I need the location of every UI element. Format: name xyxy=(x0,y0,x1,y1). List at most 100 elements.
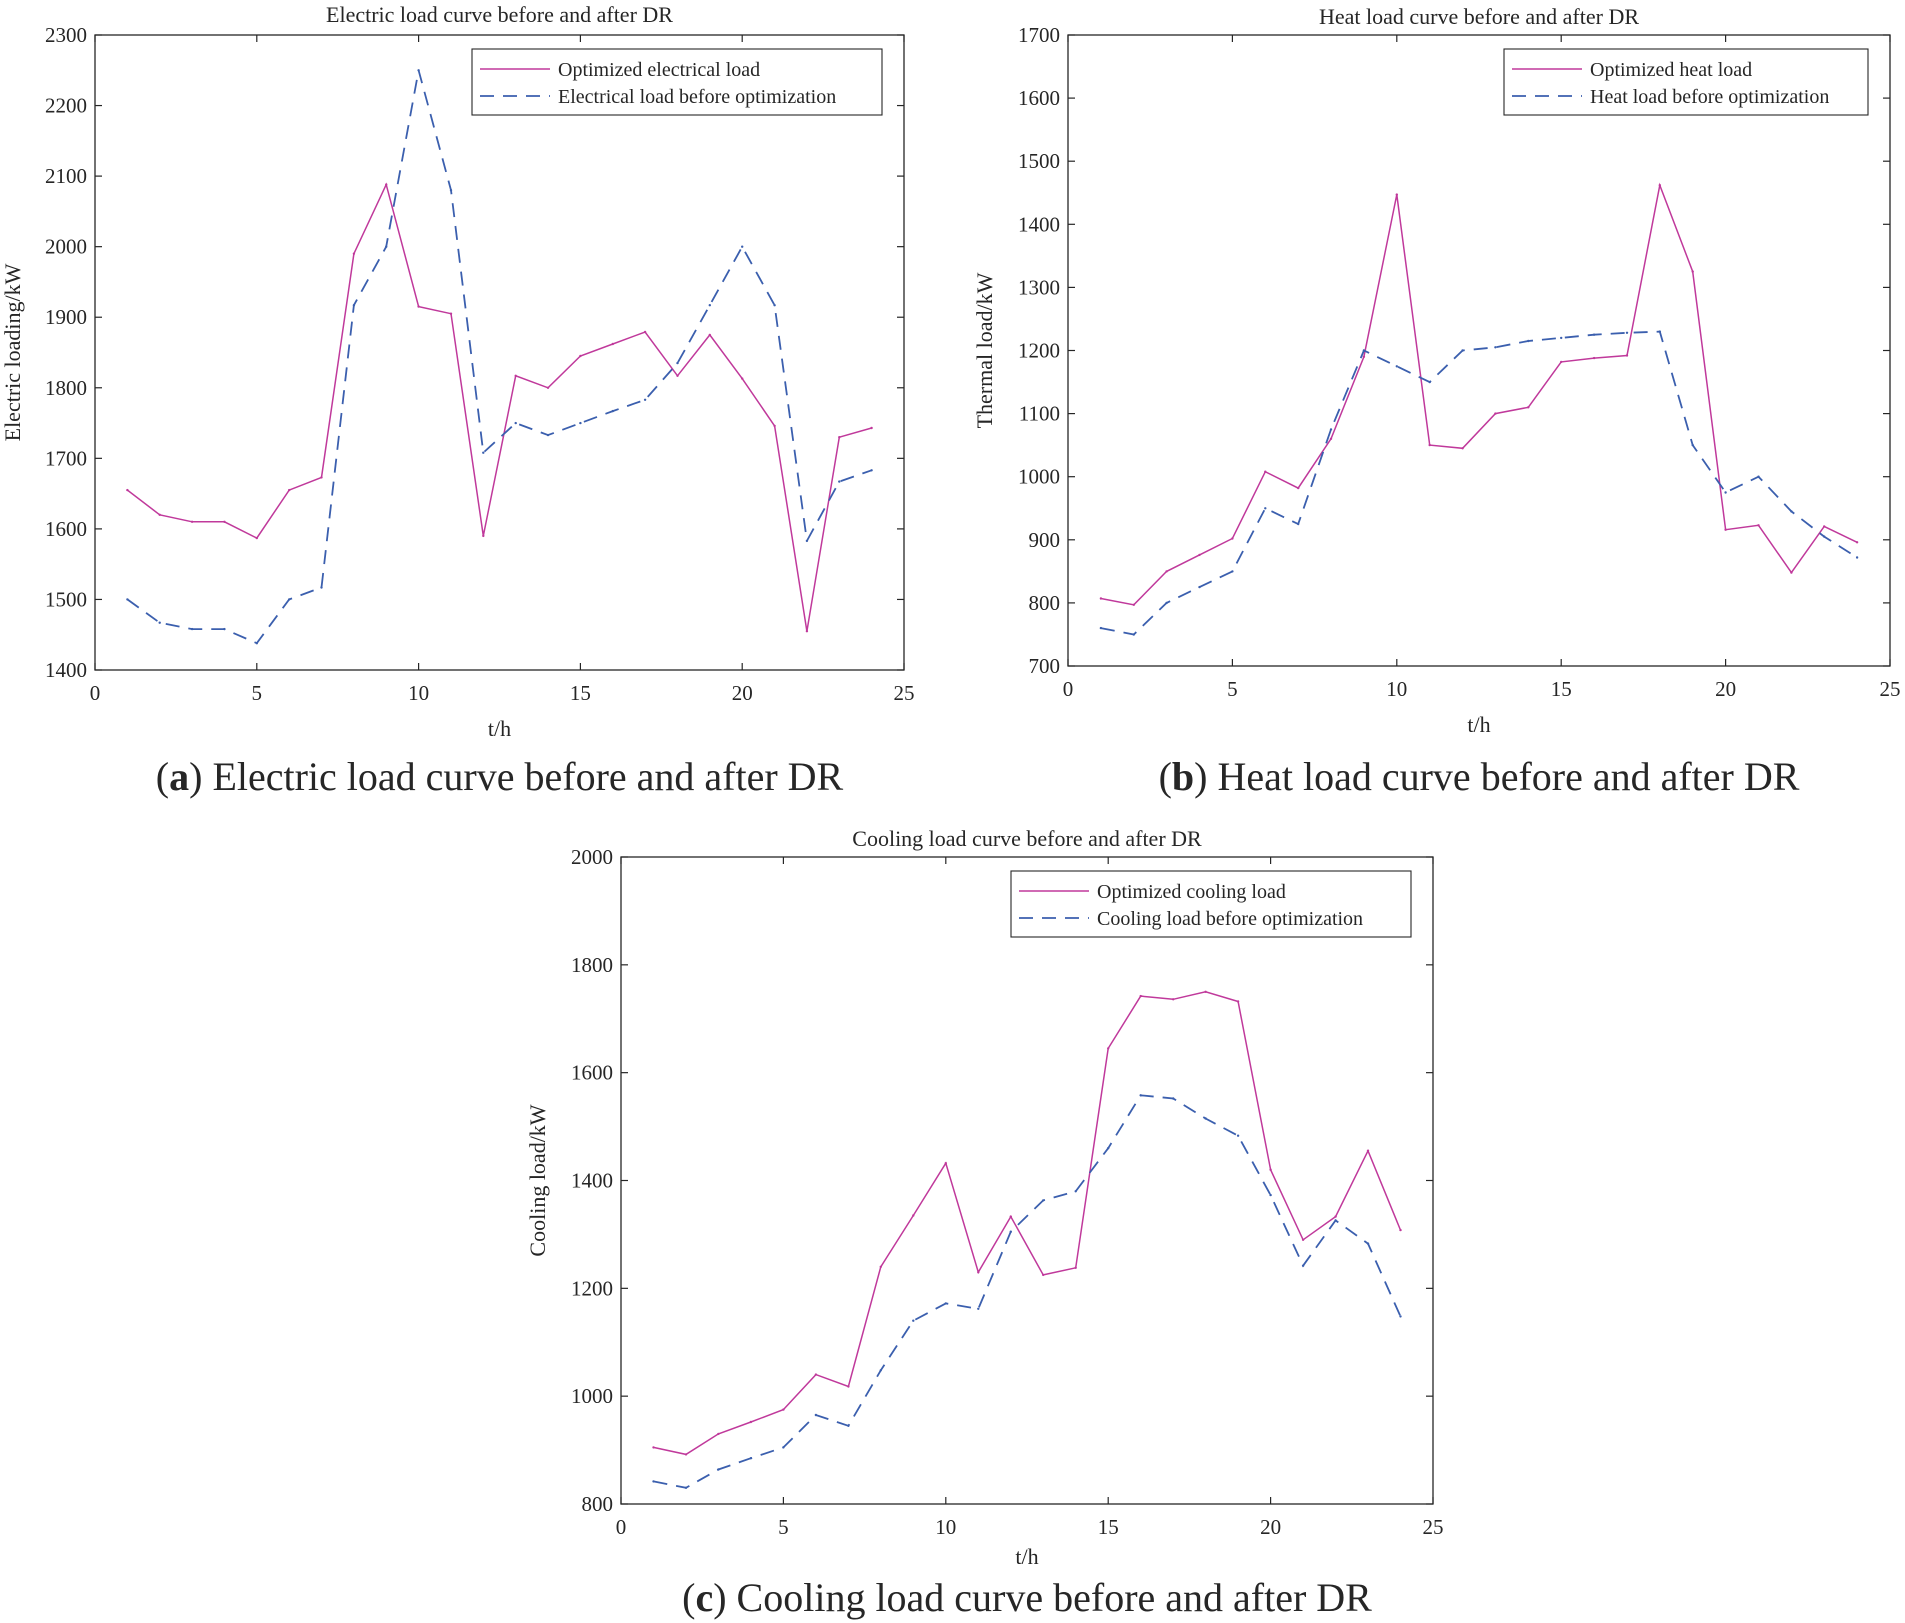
data-point xyxy=(847,1424,850,1428)
data-point xyxy=(482,451,485,454)
data-point xyxy=(717,1432,720,1436)
data-point xyxy=(847,1385,850,1388)
legend-box xyxy=(1010,870,1412,938)
data-point xyxy=(1269,1168,1272,1171)
data-point xyxy=(749,1420,753,1424)
data-point xyxy=(1823,525,1826,528)
chart-title: Electric load curve before and after DR xyxy=(326,2,673,27)
legend-label: Optimized electrical load xyxy=(558,59,760,81)
data-point xyxy=(1009,1215,1012,1218)
y-tick-label: 900 xyxy=(1029,528,1061,552)
data-point xyxy=(579,421,582,425)
data-point xyxy=(977,1271,980,1274)
data-point xyxy=(1297,486,1300,490)
data-point xyxy=(684,1486,688,1490)
data-point xyxy=(749,1457,753,1460)
cooling-load-chart: Cooling load curve before and after DR 0 5… xyxy=(525,826,1444,1620)
x-tick-label: 20 xyxy=(1715,677,1736,701)
y-axis-label: Thermal load/kW xyxy=(972,272,997,428)
y-tick-label: 1400 xyxy=(571,1169,613,1193)
data-point xyxy=(611,409,614,413)
data-point xyxy=(1658,330,1662,333)
figure-caption: (a) Electric load curve before and after… xyxy=(156,754,844,799)
y-tick-label: 1400 xyxy=(1018,212,1060,236)
data-point xyxy=(449,189,453,192)
y-tick-label: 2000 xyxy=(45,235,87,259)
caption-text: Cooling load curve before and after DR xyxy=(727,1575,1373,1620)
data-point xyxy=(546,386,550,389)
data-point xyxy=(1724,528,1727,531)
y-tick-label: 1000 xyxy=(1018,465,1060,489)
legend-label: Optimized heat load xyxy=(1590,59,1752,81)
y-tick-label: 1600 xyxy=(1018,86,1060,110)
data-point xyxy=(1691,443,1694,447)
data-point xyxy=(643,330,647,334)
series-line-before-optimization xyxy=(126,70,872,645)
data-point xyxy=(805,630,809,633)
data-point xyxy=(1139,994,1142,998)
y-axis-label: Cooling load/kW xyxy=(525,1104,550,1256)
x-tick-label: 0 xyxy=(616,1515,627,1539)
data-point xyxy=(1757,524,1760,527)
y-tick-label: 2200 xyxy=(45,94,87,118)
data-point xyxy=(1132,603,1136,606)
x-tick-label: 5 xyxy=(1227,677,1238,701)
data-point xyxy=(1334,1219,1337,1222)
data-point xyxy=(579,354,582,358)
y-tick-label: 1500 xyxy=(1018,149,1060,173)
data-point xyxy=(449,312,453,315)
data-point xyxy=(1366,1149,1370,1153)
data-point xyxy=(1074,1266,1077,1270)
legend-box xyxy=(1503,48,1869,116)
data-point xyxy=(1494,346,1497,349)
legend-label: Heat load before optimization xyxy=(1590,86,1829,108)
data-point xyxy=(1231,537,1234,540)
y-tick-label: 1300 xyxy=(1018,275,1060,299)
data-point xyxy=(838,480,841,483)
data-point xyxy=(255,642,258,645)
x-tick-label: 15 xyxy=(1098,1515,1119,1539)
x-axis-label: t/h xyxy=(1467,712,1490,737)
data-point xyxy=(1301,1238,1305,1242)
data-point xyxy=(1204,1117,1207,1120)
data-point xyxy=(814,1413,818,1417)
data-point xyxy=(1592,356,1596,360)
data-point xyxy=(1560,336,1563,340)
caption-letter: c xyxy=(695,1575,713,1620)
data-point xyxy=(708,333,711,337)
data-point xyxy=(1042,1273,1045,1277)
data-point xyxy=(643,398,647,401)
data-point xyxy=(1366,1242,1370,1245)
data-point xyxy=(1172,1097,1175,1100)
figure-caption: (b) Heat load curve before and after DR xyxy=(1159,754,1800,799)
plot-area xyxy=(620,856,1434,1505)
y-tick-label: 1400 xyxy=(45,658,87,682)
data-point xyxy=(1297,522,1300,526)
data-point xyxy=(482,534,485,538)
data-point xyxy=(223,627,226,631)
data-point xyxy=(1855,541,1859,544)
data-point xyxy=(1560,360,1563,364)
y-tick-label: 1200 xyxy=(571,1276,613,1300)
data-point xyxy=(944,1302,947,1305)
heat-load-chart: Heat load curve before and after DR 0 5 10 1… xyxy=(972,4,1901,799)
data-point xyxy=(1592,333,1596,336)
data-point xyxy=(288,488,291,492)
plot-area xyxy=(1067,34,1891,667)
x-tick-label: 5 xyxy=(252,681,263,705)
data-point xyxy=(1204,990,1207,993)
data-point xyxy=(126,488,129,492)
y-tick-label: 700 xyxy=(1029,654,1061,678)
data-point xyxy=(912,1214,915,1217)
data-point xyxy=(1329,428,1333,431)
x-tick-label: 15 xyxy=(1551,677,1572,701)
data-point xyxy=(385,183,388,186)
data-point xyxy=(1269,1193,1272,1197)
data-point xyxy=(417,69,420,72)
data-point xyxy=(1399,1315,1402,1318)
data-point xyxy=(1625,354,1629,357)
plot-area xyxy=(94,34,905,671)
data-point xyxy=(1399,1228,1402,1232)
x-tick-label: 5 xyxy=(778,1515,789,1539)
x-tick-label: 25 xyxy=(1423,1515,1444,1539)
